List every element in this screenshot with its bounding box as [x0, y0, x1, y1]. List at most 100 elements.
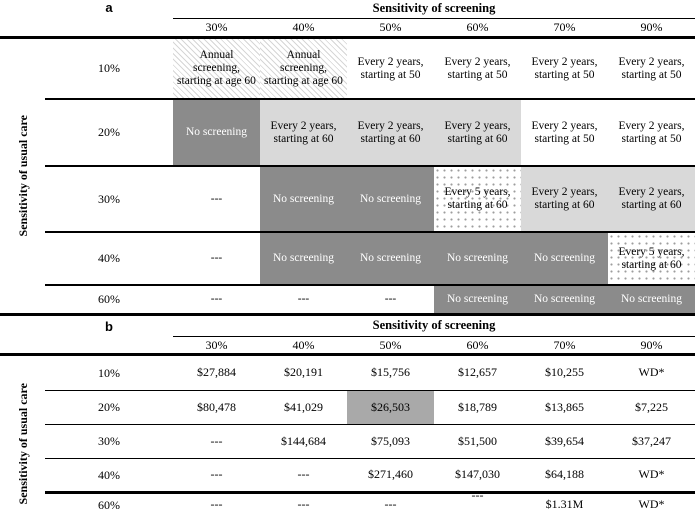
- matrix-cell: Every 2 years, starting at 50: [444, 55, 511, 81]
- cost-cell: $7,225: [608, 390, 695, 424]
- matrix-cell: Annual screening, starting at age 60: [260, 39, 347, 98]
- cost-cell: ---: [434, 489, 521, 516]
- cost-cell: WD*: [608, 491, 695, 516]
- row-label: 10%: [98, 365, 120, 380]
- matrix-cell: No screening: [521, 231, 608, 284]
- table-row: 20% No screening Every 2 years, starting…: [0, 98, 695, 165]
- column-header: 50%: [379, 20, 402, 34]
- matrix-cell: No screening: [260, 231, 347, 284]
- screening-sensitivity-title-b: Sensitivity of screening: [173, 316, 695, 337]
- matrix-cell: Every 2 years, starting at 50: [618, 55, 685, 81]
- matrix-cell: No screening: [521, 284, 608, 313]
- matrix-cell: No screening: [434, 231, 521, 284]
- row-label: 10%: [98, 61, 120, 75]
- matrix-cell: No screening: [260, 165, 347, 231]
- panel-a-header: a Sensitivity of screening: [0, 0, 695, 19]
- cost-cell: ---: [347, 491, 434, 516]
- matrix-cell: Every 2 years, starting at 50: [357, 55, 424, 81]
- cost-cell: $80,478: [173, 390, 260, 424]
- cost-cell: $147,030: [434, 458, 521, 491]
- column-header: 90%: [640, 20, 663, 34]
- cost-cell: ---: [260, 458, 347, 491]
- table-row: 30% --- $144,684 $75,093 $51,500 $39,654…: [0, 424, 695, 458]
- row-label: 30%: [45, 424, 173, 458]
- cost-cell: $41,029: [260, 390, 347, 424]
- matrix-cell: No screening: [347, 165, 434, 231]
- matrix-cell: No screening: [608, 284, 695, 313]
- table-row: 40% --- No screening No screening No scr…: [0, 231, 695, 284]
- cost-cell: $64,188: [521, 458, 608, 491]
- matrix-cell: ---: [173, 165, 260, 231]
- matrix-cell: Every 5 years, starting at 60: [608, 231, 695, 284]
- table-row: 20% $80,478 $41,029 $26,503 $18,789 $13,…: [0, 390, 695, 424]
- table-row: 40% --- --- $271,460 $147,030 $64,188 WD…: [0, 458, 695, 491]
- matrix-cell: Every 2 years, starting at 50: [521, 98, 608, 165]
- column-header: 60%: [466, 20, 489, 34]
- matrix-cell: No screening: [173, 98, 260, 165]
- panel-a-letter: a: [105, 0, 113, 15]
- matrix-cell: No screening: [347, 231, 434, 284]
- cost-cell: $51,500: [434, 424, 521, 458]
- cost-cell: $37,247: [608, 424, 695, 458]
- cost-cell: ---: [173, 424, 260, 458]
- table-row: 10% Annual screening, starting at age 60…: [0, 39, 695, 98]
- usual-care-sensitivity-label-a: Sensitivity of usual care: [15, 115, 30, 237]
- column-header: 50%: [379, 337, 402, 352]
- column-header: 40%: [292, 337, 315, 352]
- table-row: 60% --- --- --- No screening No screenin…: [0, 284, 695, 313]
- panel-b-column-headers: 30% 40% 50% 60% 70% 90%: [0, 337, 695, 353]
- cost-cell: $39,654: [521, 424, 608, 458]
- cost-cell: $10,255: [545, 365, 584, 380]
- panel-b-header: b Sensitivity of screening: [0, 316, 695, 337]
- column-header: 30%: [205, 337, 228, 352]
- column-header: 70%: [553, 20, 576, 34]
- column-header: 30%: [205, 20, 228, 34]
- cost-cell: $13,865: [521, 390, 608, 424]
- cost-cell: WD*: [608, 458, 695, 491]
- divider-line: [0, 353, 695, 356]
- panel-b-letter: b: [105, 319, 113, 334]
- matrix-cell: Every 2 years, starting at 60: [347, 98, 434, 165]
- usual-care-sensitivity-label-b: Sensitivity of usual care: [15, 383, 30, 505]
- row-label: 40%: [45, 231, 173, 284]
- row-label: 60%: [45, 284, 173, 313]
- panel-a-column-headers: 30% 40% 50% 60% 70% 90%: [0, 19, 695, 36]
- matrix-cell: Every 2 years, starting at 60: [434, 98, 521, 165]
- cost-cell: $12,657: [458, 365, 497, 380]
- cost-cell: ---: [260, 491, 347, 516]
- matrix-cell: ---: [173, 284, 260, 313]
- matrix-cell: Every 2 years, starting at 60: [260, 98, 347, 165]
- cost-cell: $20,191: [284, 365, 323, 380]
- matrix-cell: ---: [347, 284, 434, 313]
- cost-cell: $18,789: [434, 390, 521, 424]
- matrix-cell: Every 2 years, starting at 50: [531, 55, 598, 81]
- column-header: 70%: [553, 337, 576, 352]
- divider-line: [0, 313, 695, 316]
- cost-cell: $1.31M: [521, 491, 608, 516]
- table-row: 10% $27,884 $20,191 $15,756 $12,657 $10,…: [0, 356, 695, 390]
- panel-b: b Sensitivity of screening 30% 40% 50% 6…: [0, 316, 695, 516]
- matrix-cell: No screening: [434, 284, 521, 313]
- cost-cell: $27,884: [197, 365, 236, 380]
- cost-cell: WD*: [638, 365, 665, 380]
- row-label: 60%: [45, 491, 173, 516]
- row-label: 20%: [45, 98, 173, 165]
- spacer: [0, 316, 45, 337]
- screening-sensitivity-title-a: Sensitivity of screening: [173, 0, 695, 19]
- cost-cell: $144,684: [260, 424, 347, 458]
- row-label: 40%: [45, 458, 173, 491]
- cost-cell: ---: [173, 458, 260, 491]
- cost-cell: ---: [173, 491, 260, 516]
- cost-cell: $75,093: [347, 424, 434, 458]
- column-header: 90%: [640, 337, 663, 352]
- spacer: [0, 19, 45, 36]
- matrix-cell: Every 2 years, starting at 60: [608, 165, 695, 231]
- spacer: [0, 0, 45, 19]
- spacer: [0, 337, 45, 353]
- matrix-cell: Every 2 years, starting at 50: [608, 98, 695, 165]
- panel-a: a Sensitivity of screening 30% 40% 50% 6…: [0, 0, 695, 316]
- matrix-cell: Every 5 years, starting at 60: [434, 165, 521, 231]
- cost-cell: $271,460: [347, 458, 434, 491]
- matrix-cell: ---: [173, 231, 260, 284]
